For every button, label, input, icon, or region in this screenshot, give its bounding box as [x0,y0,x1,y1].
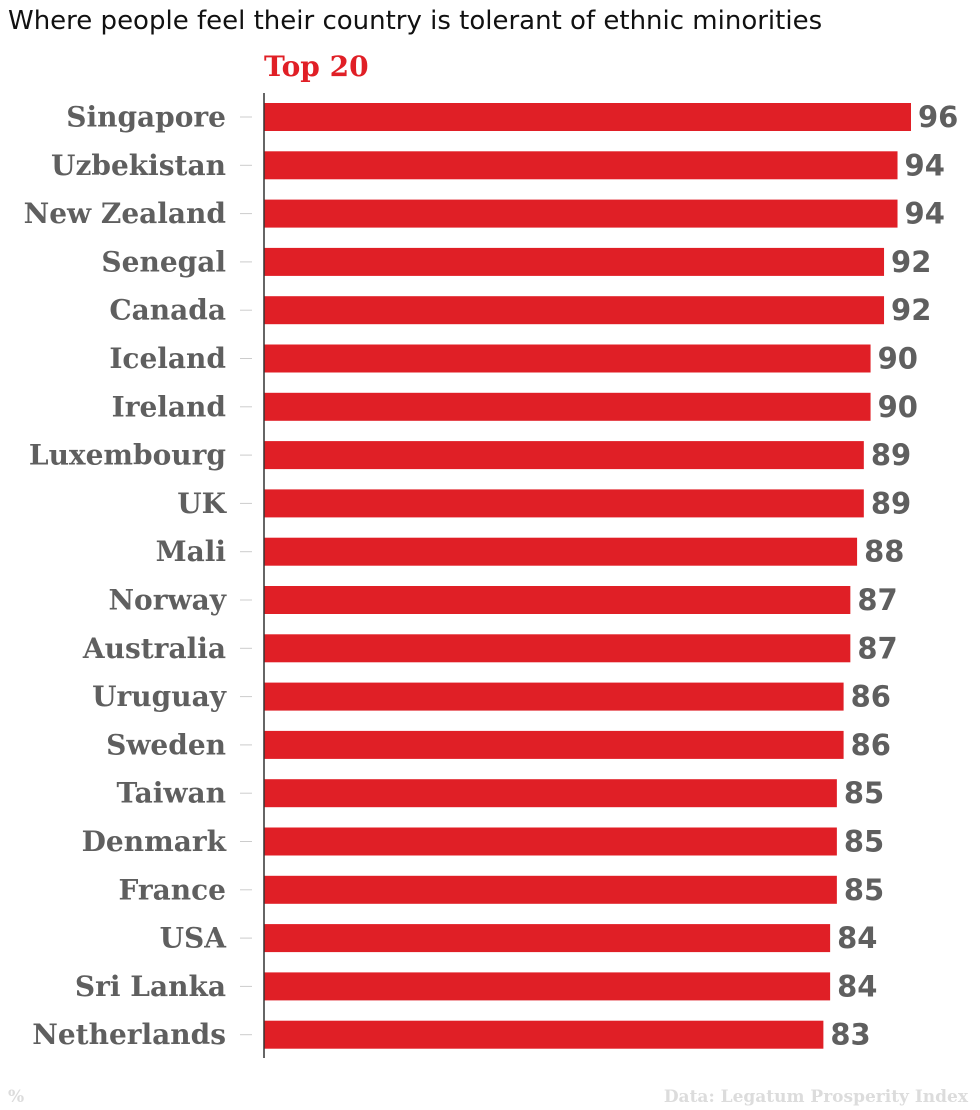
category-label: France [118,873,226,906]
bar [264,634,851,663]
bar [264,875,837,904]
category-label: Mali [156,535,226,568]
bar [264,199,898,228]
value-label: 87 [857,631,897,665]
category-labels: Singapore Uzbekistan New Zealand Senegal Can… [24,101,228,1052]
category-label: Senegal [101,245,226,278]
category-label: Sweden [106,728,226,761]
category-label: Iceland [109,342,226,375]
bar [264,247,885,276]
bar [264,1020,824,1049]
value-labels: 96 94 94 92 92 90 90 89 89 88 87 87 86 86 85 85 85 84 84 83 [830,100,958,1052]
bar [264,730,844,759]
value-label: 88 [864,535,904,569]
bar [264,682,844,711]
bar [264,827,837,856]
category-label: Uruguay [92,680,227,713]
category-label: Uzbekistan [51,149,226,182]
bars [264,103,911,1049]
bar [264,972,831,1001]
value-label: 89 [871,486,911,520]
category-label: Singapore [66,101,226,134]
value-label: 84 [837,969,877,1003]
value-label: 83 [830,1018,870,1052]
value-label: 92 [891,245,931,279]
category-label: Denmark [82,825,227,858]
bar [264,441,864,470]
chart-subtitle: Top 20 [264,50,369,83]
value-label: 89 [871,438,911,472]
category-label: Canada [109,294,226,327]
value-label: 86 [851,728,891,762]
bar [264,344,871,373]
category-label: Taiwan [116,777,226,810]
value-label: 87 [857,583,897,617]
category-label: Sri Lanka [75,970,226,1003]
category-label: New Zealand [24,197,226,230]
value-label: 84 [837,921,877,955]
bar [264,924,831,953]
source-note: Data: Legatum Prosperity Index [663,1087,968,1107]
bar [264,586,851,614]
bar [264,103,911,131]
category-label: UK [177,487,227,520]
category-label: Netherlands [32,1018,226,1051]
value-label: 85 [844,825,884,859]
bar [264,296,885,325]
value-label: 85 [844,873,884,907]
category-label: Luxembourg [29,439,226,472]
value-label: 90 [878,342,918,376]
value-label: 86 [851,680,891,714]
unit-label: % [8,1087,25,1107]
bar [264,151,898,180]
bar [264,537,858,566]
value-label: 85 [844,776,884,810]
category-label: Ireland [112,390,226,423]
bar [264,779,837,808]
category-label: USA [160,922,228,955]
category-label: Norway [108,584,226,617]
value-label: 94 [905,148,945,182]
value-label: 90 [878,390,918,424]
category-label: Australia [82,632,226,665]
value-label: 92 [891,293,931,327]
value-label: 94 [905,197,945,231]
bar [264,489,864,518]
category-ticks [240,116,252,1036]
chart-title: Where people feel their country is toler… [8,6,823,36]
value-label: 96 [918,100,958,134]
bar [264,392,871,421]
